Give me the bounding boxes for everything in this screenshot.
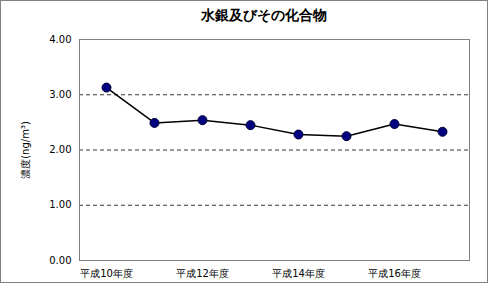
html-text:水銀及びその化合物: 水銀及びその化合物 [201,7,327,23]
svg-text:濃度(ng/m³): 濃度(ng/m³) [20,121,31,179]
svg-text:2.00: 2.00 [49,144,71,155]
svg-text:1.00: 1.00 [49,199,71,210]
svg-text:平成10年度: 平成10年度 [80,268,133,279]
svg-text:平成16年度: 平成16年度 [368,268,421,279]
svg-text:平成14年度: 平成14年度 [272,268,325,279]
svg-text:平成12年度: 平成12年度 [176,268,229,279]
svg-text:3.00: 3.00 [49,89,71,100]
svg-text:0.00: 0.00 [49,255,71,266]
svg-text:4.00: 4.00 [49,34,71,45]
